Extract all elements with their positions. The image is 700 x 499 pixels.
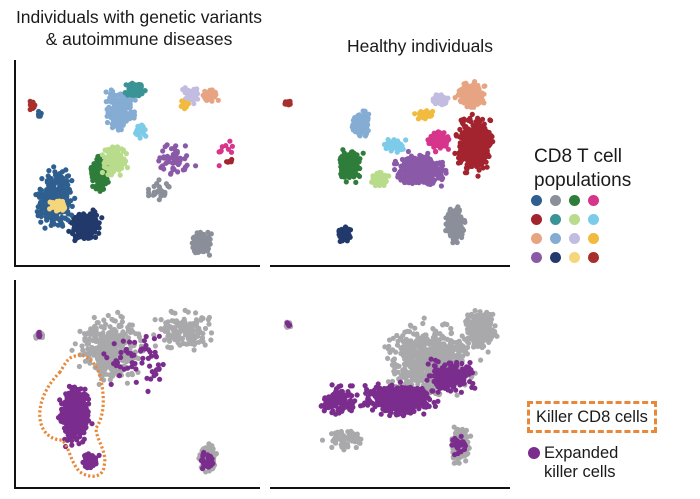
axis-top-left: [14, 60, 260, 267]
title-patients: Individuals with genetic variants & auto…: [15, 7, 263, 49]
swatch-crimson: [531, 214, 542, 225]
axis-bottom-left: [14, 280, 260, 489]
swatch-dark-navy: [550, 252, 561, 263]
swatch-peach: [531, 233, 542, 244]
swatch-sky-blue: [588, 214, 599, 225]
swatch-light-green: [569, 214, 580, 225]
umap-top-right-clusters: [282, 79, 496, 246]
swatch-navy-blue: [531, 195, 542, 206]
swatch-teal: [550, 214, 561, 225]
swatch-dark-green: [569, 195, 580, 206]
swatch-gold: [588, 233, 599, 244]
axes: [14, 60, 510, 489]
swatch-magenta: [588, 195, 599, 206]
expanded-label: Expanded killer cells: [544, 444, 619, 481]
umap-bottom-left-expanded: [33, 307, 219, 475]
title-healthy: Healthy individuals: [347, 36, 493, 56]
swatch-light-blue: [550, 233, 561, 244]
umap-top-left-clusters: [27, 80, 235, 258]
legend-title: CD8 T cell populations: [534, 146, 632, 191]
expanded-dot: [528, 447, 540, 459]
killer-cells-outline: [38, 353, 107, 478]
swatch-pale-yellow: [569, 252, 580, 263]
swatch-lavender: [569, 233, 580, 244]
swatch-brick-red: [588, 252, 599, 263]
killer-cells-legend: Killer CD8 cells: [527, 401, 657, 433]
umap-bottom-right-expanded: [283, 308, 500, 466]
swatch-purple: [531, 252, 542, 263]
swatch-slate-gray: [550, 195, 561, 206]
